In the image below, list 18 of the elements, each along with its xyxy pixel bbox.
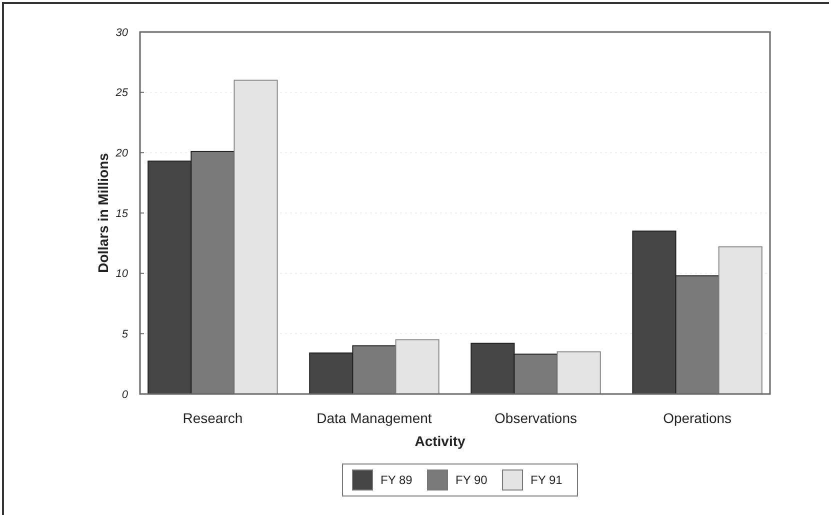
legend-label: FY 89	[380, 473, 413, 488]
y-tick-label: 0	[122, 388, 129, 401]
y-tick-label: 20	[114, 148, 129, 160]
y-tick-label: 15	[116, 208, 129, 220]
legend-label: FY 90	[456, 473, 488, 488]
bar	[556, 351, 601, 394]
x-tick-label: Data Management	[316, 410, 432, 426]
legend-label: FY 91	[530, 473, 563, 488]
y-tick-label: 10	[116, 268, 129, 280]
y-axis-title: Dollars in Millions	[95, 152, 111, 273]
x-tick-label: Research	[182, 410, 243, 426]
x-axis-title: Activity	[414, 433, 466, 449]
y-tick-label: 25	[114, 87, 129, 100]
x-tick-label: Operations	[663, 410, 732, 426]
bar	[395, 339, 440, 394]
x-tick-label: Observations	[494, 410, 578, 426]
y-tick-label: 30	[116, 26, 129, 39]
y-tick-label: 5	[122, 328, 129, 341]
